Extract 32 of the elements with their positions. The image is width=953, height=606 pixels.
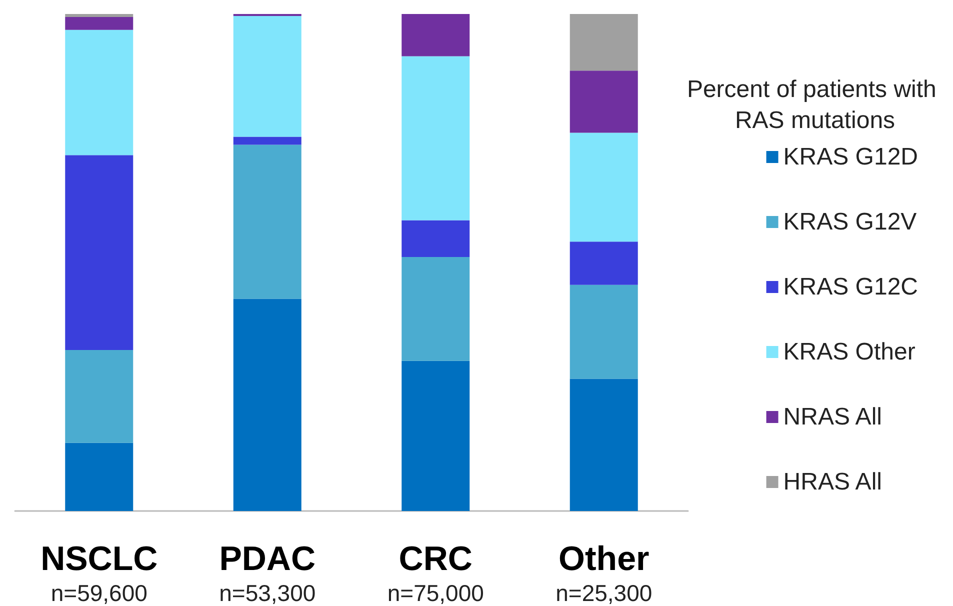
legend-label: HRAS All bbox=[783, 468, 882, 496]
bar bbox=[570, 378, 638, 511]
x-tick-label: Other n=25,300 bbox=[556, 540, 652, 606]
legend-label: KRAS Other bbox=[783, 338, 916, 366]
bar bbox=[570, 132, 638, 242]
bar bbox=[65, 350, 134, 443]
bar bbox=[233, 16, 302, 137]
bar bbox=[233, 144, 302, 299]
legend-label: KRAS G12V bbox=[783, 208, 917, 236]
legend-label: KRAS G12C bbox=[783, 274, 918, 300]
bar bbox=[65, 30, 134, 156]
bar bbox=[65, 155, 134, 350]
bar bbox=[570, 284, 638, 379]
legend-label: NRAS All bbox=[783, 404, 882, 430]
bar bbox=[65, 442, 134, 511]
bar bbox=[402, 257, 470, 361]
bar bbox=[65, 14, 134, 17]
bar bbox=[233, 298, 302, 511]
bar bbox=[570, 242, 638, 285]
bar bbox=[570, 70, 638, 133]
bar bbox=[402, 220, 470, 258]
bar bbox=[570, 14, 638, 71]
bar bbox=[402, 14, 470, 56]
bar bbox=[402, 360, 470, 511]
x-tick-label: PDAC n=53,300 bbox=[219, 540, 316, 606]
legend-label: KRAS G12D bbox=[783, 144, 918, 170]
bar bbox=[233, 136, 302, 145]
legend-title: Percent of patients with RAS mutations bbox=[686, 76, 944, 134]
x-tick-label: NSCLC n=59,600 bbox=[40, 540, 158, 606]
bar bbox=[65, 16, 134, 30]
bar bbox=[402, 56, 470, 220]
x-tick-label: CRC n=75,000 bbox=[387, 540, 484, 606]
